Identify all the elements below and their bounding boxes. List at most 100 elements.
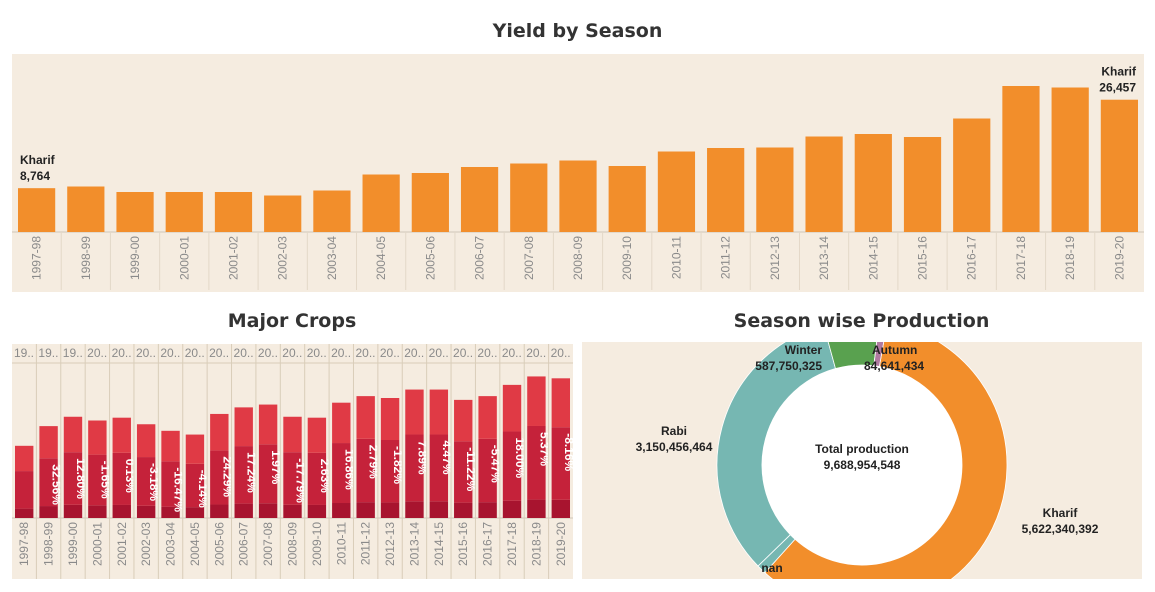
crops-bar-segment: [161, 430, 180, 462]
crops-header-label: 20..: [526, 346, 546, 360]
yield-bar: [18, 188, 56, 232]
yield-annotation-value: 26,457: [1099, 81, 1136, 95]
crops-bar-segment: [502, 431, 522, 501]
crops-pct-label: 7.89%: [415, 441, 429, 475]
crops-bar-segment: [88, 505, 107, 518]
crops-bar-segment: [380, 440, 400, 503]
crops-bar-segment: [380, 398, 400, 440]
crops-tick-label: 2001-02: [115, 522, 129, 566]
crops-header-label: 19..: [14, 346, 34, 360]
crops-tick-label: 1997-98: [17, 522, 31, 566]
yield-tick-label: 2000-01: [177, 236, 191, 280]
crops-bar-segment: [210, 413, 229, 451]
yield-bar: [214, 192, 253, 232]
crops-tick-label: 2016-17: [481, 522, 495, 566]
yield-tick-label: 2004-05: [374, 236, 388, 280]
yield-tick-label: 2018-19: [1063, 236, 1077, 280]
crops-header-label: 20..: [258, 346, 278, 360]
yield-bar: [756, 147, 794, 232]
crops-pct-label: 0.13%: [123, 459, 137, 493]
crops-header-label: 20..: [355, 346, 375, 360]
crops-tick-label: 2005-06: [212, 522, 226, 566]
yield-tick-label: 2001-02: [226, 236, 240, 280]
crops-bar-segment: [429, 501, 449, 518]
crops-header-label: 19..: [63, 346, 83, 360]
yield-tick-label: 2006-07: [473, 236, 487, 280]
yield-bar: [559, 160, 597, 232]
yield-bar: [411, 173, 449, 232]
yield-tick-label: 2014-15: [866, 236, 880, 280]
season-label-autumn: Autumn: [872, 343, 917, 357]
crops-bar-segment: [502, 500, 522, 518]
crops-bar-segment: [502, 384, 522, 432]
crops-pct-label: 32.56%: [50, 464, 64, 505]
crops-bar-segment: [39, 506, 58, 518]
crops-pct-label: -3.18%: [147, 463, 161, 501]
season-center-label: Total production: [815, 442, 909, 456]
crops-bar-segment: [185, 507, 205, 518]
crops-bar-segment: [185, 434, 205, 464]
crops-pct-label: 1.97%: [269, 450, 283, 484]
crops-bar-segment: [210, 450, 229, 505]
yield-bar: [460, 167, 499, 232]
crops-tick-label: 2008-09: [286, 522, 300, 566]
crops-bar-segment: [210, 504, 229, 518]
yield-tick-label: 2016-17: [965, 236, 979, 280]
crops-tick-label: 2004-05: [188, 522, 202, 566]
season-label-winter: Winter: [785, 343, 823, 357]
crops-pct-label: -8.16%: [562, 433, 575, 471]
yield-tick-label: 2002-03: [276, 236, 290, 280]
crops-bar-segment: [283, 504, 302, 518]
crops-bar-segment: [185, 463, 205, 508]
crops-header-label: 20..: [87, 346, 107, 360]
crops-bar-segment: [136, 505, 156, 518]
crops-bar-segment: [63, 416, 83, 453]
yield-chart-title: Yield by Season: [492, 20, 663, 42]
season-value-autumn: 84,641,434: [864, 359, 924, 373]
crops-bar-segment: [356, 396, 375, 439]
crops-bar-segment: [88, 420, 107, 455]
crops-header-label: 20..: [477, 346, 497, 360]
crops-bar-segment: [161, 506, 180, 518]
crops-pct-label: 24.29%: [220, 456, 234, 497]
crops-header-label: 20..: [185, 346, 205, 360]
crops-header-label: 20..: [453, 346, 473, 360]
crops-bar-segment: [307, 452, 327, 505]
crops-pct-label: -11.22%: [464, 447, 478, 491]
crops-bar-segment: [283, 452, 302, 505]
yield-tick-label: 2013-14: [817, 236, 831, 280]
crops-pct-label: 4.47%: [440, 441, 454, 475]
crops-tick-label: 2014-15: [432, 522, 446, 566]
crops-bar-segment: [478, 438, 497, 503]
yield-bar: [1002, 86, 1040, 232]
yield-bar: [165, 192, 203, 232]
crops-bar-segment: [405, 501, 424, 518]
crops-header-label: 20..: [502, 346, 522, 360]
yield-tick-label: 1999-00: [128, 236, 142, 280]
crops-bar-segment: [429, 389, 449, 435]
crops-pct-label: -17.79%: [294, 458, 308, 503]
crops-tick-label: 2006-07: [237, 522, 251, 566]
yield-bar: [1051, 87, 1089, 232]
crops-header-label: 19..: [38, 346, 58, 360]
crops-pct-label: -1.65%: [98, 461, 112, 499]
crops-pct-label: 5.37%: [537, 432, 551, 466]
crops-bar-segment: [283, 416, 302, 453]
yield-bar: [903, 137, 942, 232]
crops-pct-label: 2.63%: [318, 459, 332, 493]
crops-bar-segment: [112, 417, 131, 453]
crops-header-label: 20..: [136, 346, 156, 360]
season-chart-title: Season wise Production: [733, 310, 990, 332]
yield-tick-label: 1998-99: [79, 236, 93, 280]
crops-bar-segment: [429, 434, 449, 502]
crops-bar-segment: [258, 444, 278, 504]
yield-tick-label: 2011-12: [719, 236, 733, 279]
crops-header-label: 20..: [331, 346, 351, 360]
crops-tick-label: 2019-20: [554, 522, 568, 566]
crops-bar-segment: [405, 389, 424, 435]
crops-pct-label: -1.82%: [391, 446, 405, 484]
crops-bar-segment: [380, 502, 400, 518]
yield-bar: [510, 163, 548, 232]
crops-header-label: 20..: [112, 346, 132, 360]
crops-bar-segment: [15, 471, 34, 509]
